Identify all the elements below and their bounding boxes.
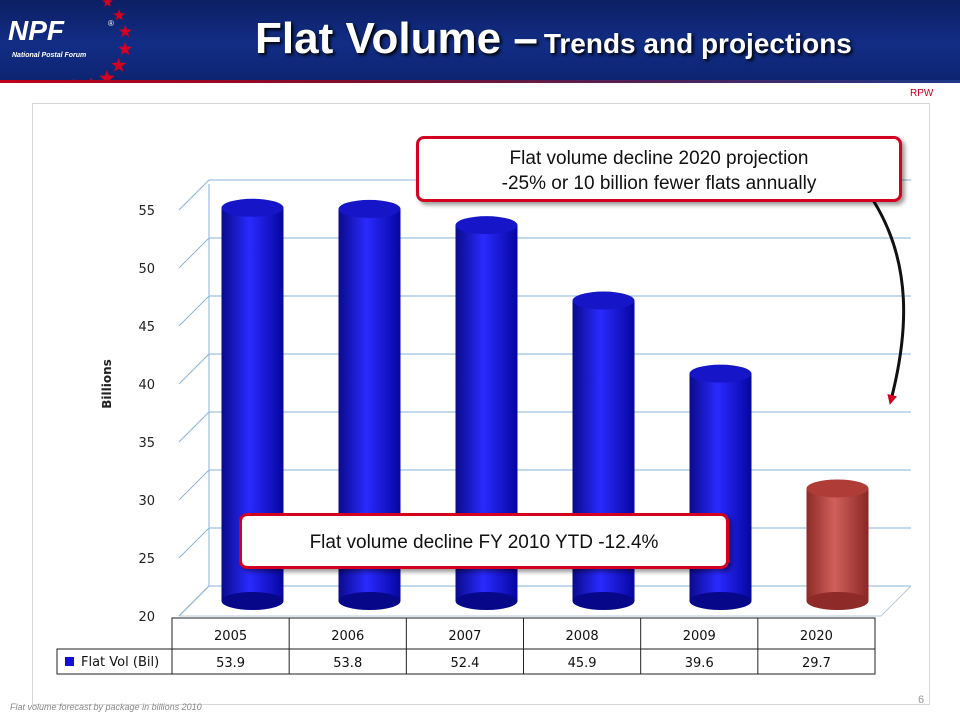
data-value-label: 39.6 bbox=[685, 656, 714, 671]
bar-2009 bbox=[689, 364, 752, 610]
data-value-label: 29.7 bbox=[802, 656, 831, 671]
legend-swatch bbox=[65, 657, 74, 666]
star-icon bbox=[98, 69, 115, 80]
y-tick-label: 50 bbox=[138, 262, 155, 277]
projection-callout-line2: -25% or 10 billion fewer flats annually bbox=[501, 173, 817, 194]
bar-cap bbox=[338, 199, 401, 218]
y-tick-label: 40 bbox=[138, 378, 155, 393]
gridline-diagonal bbox=[178, 237, 210, 269]
star-icon bbox=[111, 57, 127, 72]
slide-header: NPF ® National Postal Forum Flat Volume … bbox=[0, 0, 960, 80]
x-category-label: 2009 bbox=[683, 629, 716, 644]
bar-cap bbox=[572, 291, 635, 310]
source-label: RPW bbox=[910, 88, 934, 99]
bar-cap bbox=[455, 216, 518, 235]
y-tick-label: 25 bbox=[138, 552, 155, 567]
bar-base bbox=[455, 592, 518, 610]
data-table: 2005 53.9 2006 53.8 2007 52.4 2008 45.9 2009 39.6… bbox=[56, 617, 876, 675]
y-tick-label: 30 bbox=[138, 494, 155, 509]
header-divider bbox=[0, 80, 960, 83]
star-ring-icon bbox=[73, 0, 133, 80]
logo-registered-mark: ® bbox=[108, 19, 114, 28]
page-title: Flat Volume – Trends and projections bbox=[255, 14, 852, 64]
x-category-label: 2005 bbox=[214, 629, 247, 644]
projection-callout-line1: Flat volume decline 2020 projection bbox=[509, 148, 809, 169]
star-icon bbox=[118, 24, 132, 38]
gridline-diagonal bbox=[178, 469, 210, 501]
bar-base bbox=[806, 592, 869, 610]
ytd-decline-callout: Flat volume decline FY 2010 YTD -12.4% bbox=[239, 513, 729, 569]
bar-base bbox=[572, 592, 635, 610]
title-subtitle: Trends and projections bbox=[543, 28, 852, 59]
bar-base bbox=[338, 592, 401, 610]
gridline-diagonal bbox=[178, 527, 210, 559]
star-icon bbox=[73, 78, 75, 80]
page-number: 6 bbox=[918, 694, 925, 706]
data-value-label: 53.9 bbox=[216, 656, 245, 671]
bar-cap bbox=[806, 479, 869, 498]
bar-cap bbox=[221, 198, 284, 217]
star-icon bbox=[118, 41, 133, 56]
gridline-diagonal bbox=[178, 295, 210, 327]
x-category-label: 2020 bbox=[800, 629, 833, 644]
data-value-label: 52.4 bbox=[450, 656, 479, 671]
y-axis-label: Billions bbox=[100, 359, 114, 409]
npf-logo: NPF ® National Postal Forum bbox=[8, 0, 133, 80]
y-tick-label: 35 bbox=[138, 436, 155, 451]
x-category-label: 2007 bbox=[448, 629, 481, 644]
legend-series-name: Flat Vol (Bil) bbox=[81, 655, 159, 670]
callout-arrow bbox=[871, 199, 906, 405]
y-tick-label: 20 bbox=[138, 610, 155, 625]
table-data-row bbox=[56, 648, 876, 675]
bar-body bbox=[806, 488, 869, 601]
gridline-diagonal bbox=[178, 179, 210, 211]
logo-text: NPF bbox=[8, 15, 65, 46]
floor-front-edge bbox=[179, 585, 912, 617]
x-category-label: 2008 bbox=[566, 629, 599, 644]
gridline-diagonal bbox=[178, 353, 210, 385]
data-value-label: 53.8 bbox=[333, 656, 362, 671]
gridline-diagonal bbox=[178, 585, 210, 617]
y-tick-label: 55 bbox=[138, 204, 155, 219]
data-value-label: 45.9 bbox=[568, 656, 597, 671]
bar-cap bbox=[689, 364, 752, 383]
star-icon bbox=[102, 0, 113, 7]
bar-base bbox=[689, 592, 752, 610]
projection-callout: Flat volume decline 2020 projection -25%… bbox=[416, 136, 902, 202]
star-icon bbox=[113, 9, 125, 21]
y-tick-label: 45 bbox=[138, 320, 155, 335]
bar-base bbox=[221, 592, 284, 610]
logo-subtitle: National Postal Forum bbox=[12, 52, 86, 59]
title-main: Flat Volume – bbox=[255, 14, 538, 63]
bar-2020-projection bbox=[806, 479, 869, 610]
x-category-label: 2006 bbox=[331, 629, 364, 644]
gridline-diagonal bbox=[178, 411, 210, 443]
footer-note: Flat volume forecast by package in billi… bbox=[10, 702, 202, 712]
star-icon bbox=[90, 77, 93, 80]
